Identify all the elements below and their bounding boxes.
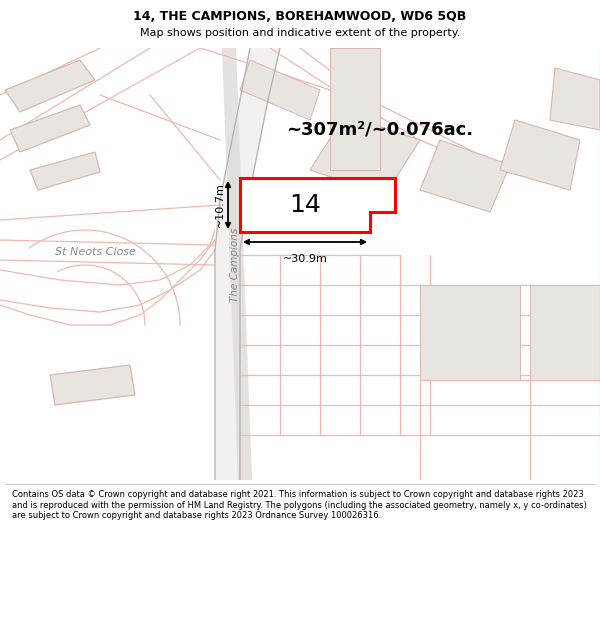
Text: ~30.9m: ~30.9m bbox=[283, 254, 328, 264]
Text: 14, THE CAMPIONS, BOREHAMWOOD, WD6 5QB: 14, THE CAMPIONS, BOREHAMWOOD, WD6 5QB bbox=[133, 9, 467, 22]
Text: ~10.7m: ~10.7m bbox=[215, 182, 225, 228]
Text: Contains OS data © Crown copyright and database right 2021. This information is : Contains OS data © Crown copyright and d… bbox=[12, 490, 587, 520]
Polygon shape bbox=[10, 105, 90, 152]
Polygon shape bbox=[500, 120, 580, 190]
Text: St Neots Close: St Neots Close bbox=[55, 247, 136, 257]
Polygon shape bbox=[240, 178, 395, 232]
Polygon shape bbox=[310, 115, 420, 195]
Polygon shape bbox=[420, 140, 510, 212]
Polygon shape bbox=[30, 152, 100, 190]
Polygon shape bbox=[222, 48, 252, 480]
Polygon shape bbox=[550, 68, 600, 130]
Polygon shape bbox=[420, 285, 520, 380]
Text: Map shows position and indicative extent of the property.: Map shows position and indicative extent… bbox=[140, 28, 460, 38]
Text: 14: 14 bbox=[289, 193, 321, 217]
Polygon shape bbox=[240, 60, 320, 120]
Polygon shape bbox=[530, 285, 600, 380]
Polygon shape bbox=[215, 48, 280, 480]
Polygon shape bbox=[330, 48, 380, 170]
Polygon shape bbox=[50, 365, 135, 405]
Text: ~307m²/~0.076ac.: ~307m²/~0.076ac. bbox=[286, 121, 473, 139]
Polygon shape bbox=[5, 60, 95, 112]
Text: The Campions: The Campions bbox=[230, 228, 240, 302]
